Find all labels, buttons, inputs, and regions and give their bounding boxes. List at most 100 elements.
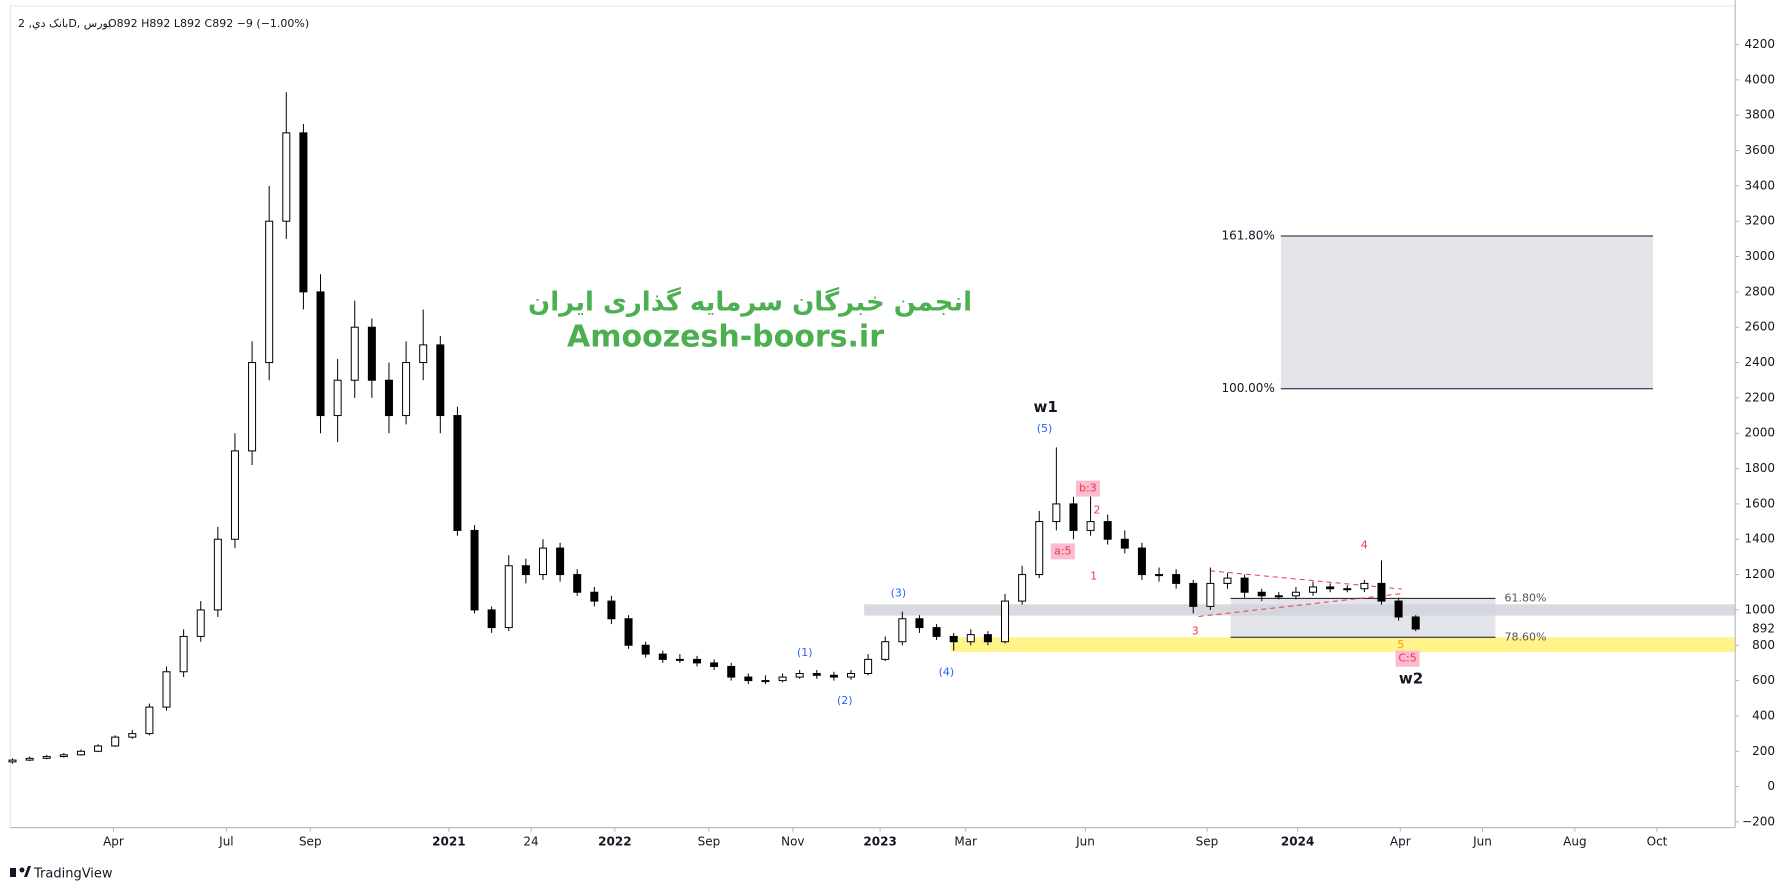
watermark: Amoozesh-boors.ir	[567, 320, 884, 355]
candle-body	[1240, 577, 1249, 593]
candle-body	[196, 609, 205, 637]
candle-body	[470, 529, 479, 611]
candle-body	[812, 673, 821, 676]
symbol: بانک دي, 2D, بورس	[18, 17, 111, 30]
candle-body	[1343, 588, 1352, 591]
candle-body	[282, 132, 291, 222]
candle-body	[453, 415, 462, 531]
candle-body	[94, 745, 103, 752]
brand: TradingView	[33, 867, 113, 882]
candle-body	[1360, 582, 1369, 590]
y-tick-label: 400	[1752, 708, 1775, 722]
candle-body	[1018, 574, 1027, 602]
candle-body	[384, 379, 393, 417]
candle-body	[692, 658, 701, 664]
candle-body	[675, 658, 684, 661]
candle-body	[1155, 574, 1164, 577]
wave-label: (5)	[1037, 422, 1053, 435]
ohlc: O892 H892 L892 C892 −9 (−1.00%)	[108, 17, 309, 30]
y-tick-label: 3000	[1744, 249, 1775, 263]
x-tick-label: Aug	[1563, 835, 1586, 849]
y-tick-label: −200	[1742, 814, 1775, 828]
candle-body	[487, 609, 496, 629]
trend-line	[1210, 570, 1402, 590]
y-tick-label: 4200	[1744, 37, 1775, 51]
candle-body	[1291, 591, 1300, 597]
candle-body	[795, 673, 804, 678]
candle-body	[966, 634, 975, 643]
candle-body	[248, 362, 257, 452]
wave-label: 2	[1094, 503, 1101, 516]
y-tick-label: 3200	[1744, 214, 1775, 228]
candle-body	[1035, 521, 1044, 576]
y-tick-label: 2800	[1744, 284, 1775, 298]
candle-body	[521, 565, 530, 576]
zone	[950, 637, 1736, 653]
candle-body	[299, 132, 308, 293]
wave-label: 1	[1090, 569, 1097, 582]
x-tick-label: Nov	[781, 835, 804, 849]
plot-frame	[9, 5, 1736, 829]
candle-body	[538, 547, 547, 576]
wave-label: b:3	[1079, 482, 1097, 495]
candle-body	[761, 680, 770, 683]
candle-body	[1052, 503, 1061, 523]
candle-body	[25, 757, 34, 761]
fib-box	[1280, 236, 1654, 389]
x-tick-label: Jun	[1472, 835, 1492, 849]
candle-body	[624, 618, 633, 646]
candle-body	[1411, 616, 1420, 630]
y-tick-label: 200	[1752, 744, 1775, 758]
wave-label: (3)	[891, 587, 907, 600]
wave-label: a:5	[1054, 544, 1071, 557]
x-tick-label: 2021	[432, 835, 465, 849]
y-tick-label: 2600	[1744, 320, 1775, 334]
candle-body	[727, 665, 736, 678]
candle-body	[847, 673, 856, 678]
y-tick-label: 1800	[1744, 461, 1775, 475]
candle-body	[436, 344, 445, 417]
candle-body	[1086, 521, 1095, 531]
candle-body	[1103, 521, 1112, 540]
watermark: انجمن خبرگان سرمایه گذاری ایران	[528, 287, 972, 318]
y-tick-label: 800	[1752, 638, 1775, 652]
y-tick-label: 2000	[1744, 426, 1775, 440]
candle-body	[898, 618, 907, 643]
fib-label: 61.80%	[1504, 591, 1546, 604]
candle-body	[111, 736, 120, 747]
candle-body	[179, 635, 188, 673]
candle-body	[350, 326, 359, 381]
y-tick-label: 1400	[1744, 532, 1775, 546]
wave-label: (2)	[837, 694, 853, 707]
wave-label: w2	[1399, 670, 1423, 688]
fib-box	[1230, 598, 1496, 638]
x-tick-label: 24	[523, 835, 538, 849]
candle-body	[213, 538, 222, 611]
candle-body	[932, 627, 941, 637]
x-tick-label: Apr	[103, 835, 124, 849]
candle-body	[641, 644, 650, 655]
candle-body	[1377, 582, 1386, 602]
label-box	[1075, 480, 1100, 497]
candle-body	[1309, 586, 1318, 593]
x-tick-label: Sep	[299, 835, 322, 849]
y-tick-label: 1600	[1744, 496, 1775, 510]
candle-body	[744, 676, 753, 682]
candle-body	[8, 759, 17, 763]
candle-body	[1257, 591, 1266, 597]
candle-body	[658, 653, 667, 660]
candle-body	[1223, 577, 1232, 584]
wave-label: (4)	[939, 665, 955, 678]
x-tick-label: Jul	[218, 835, 233, 849]
tv-logo	[10, 866, 31, 877]
wave-label: 5	[1397, 638, 1404, 651]
x-tick-label: 2024	[1281, 835, 1314, 849]
candle-body	[556, 547, 565, 576]
candle-body	[881, 641, 890, 660]
candle-body	[76, 750, 85, 756]
candle-body	[367, 326, 376, 381]
y-tick-label: 3600	[1744, 143, 1775, 157]
y-tick-label: 2400	[1744, 355, 1775, 369]
candle-body	[145, 706, 154, 735]
last-price-label: 892	[1752, 621, 1775, 635]
